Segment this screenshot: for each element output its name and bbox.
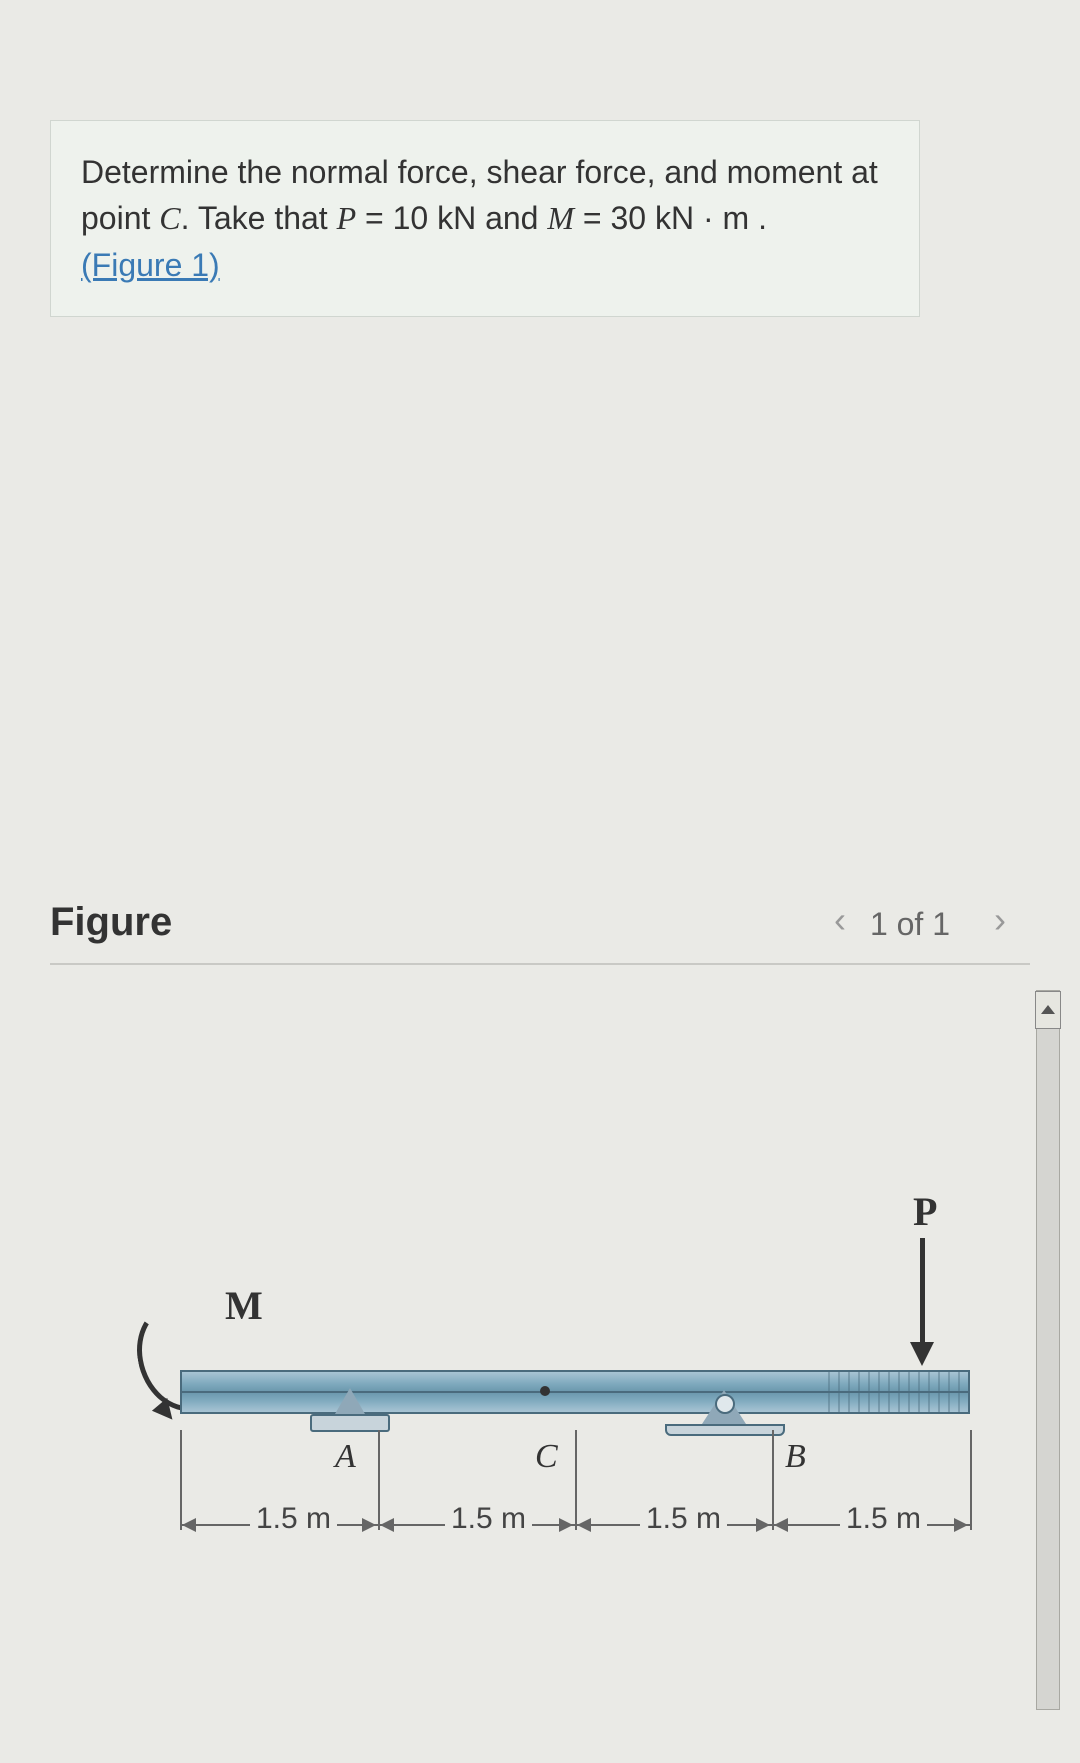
dim-arrow-left-icon	[380, 1518, 394, 1532]
dim-tick	[772, 1430, 774, 1530]
dim-tick	[180, 1430, 182, 1530]
dim-tick	[970, 1430, 972, 1530]
dim-arrow-right-icon	[559, 1518, 573, 1532]
moment-label: M	[225, 1282, 263, 1329]
dim-arrow-left-icon	[774, 1518, 788, 1532]
problem-point: C	[159, 200, 180, 236]
problem-text-2: . Take that	[181, 200, 337, 236]
roller-pin-icon	[715, 1394, 735, 1414]
label-c: C	[535, 1438, 558, 1476]
point-c-dot	[540, 1386, 550, 1396]
problem-var-m: M	[547, 200, 574, 236]
dim-arrow-left-icon	[577, 1518, 591, 1532]
dim-tick	[575, 1430, 577, 1530]
dim-label: 1.5 m	[250, 1502, 337, 1536]
dim-label: 1.5 m	[840, 1502, 927, 1536]
label-b: B	[785, 1438, 806, 1476]
problem-var-p: P	[337, 200, 357, 236]
force-arrow-line	[920, 1238, 925, 1348]
dim-arrow-right-icon	[954, 1518, 968, 1532]
problem-statement: Determine the normal force, shear force,…	[50, 120, 920, 317]
dim-arrow-right-icon	[362, 1518, 376, 1532]
figure-prev-button[interactable]: ‹	[820, 900, 860, 940]
force-label: P	[913, 1188, 937, 1235]
figure-next-button[interactable]: ›	[980, 900, 1020, 940]
dim-label: 1.5 m	[445, 1502, 532, 1536]
pin-support-icon	[335, 1388, 365, 1414]
scrollbar-track[interactable]	[1036, 990, 1060, 1710]
label-a: A	[335, 1438, 356, 1476]
force-arrowhead-icon	[910, 1342, 934, 1366]
dim-arrow-right-icon	[756, 1518, 770, 1532]
figure-count: 1 of 1	[870, 906, 950, 943]
dim-label: 1.5 m	[640, 1502, 727, 1536]
figure-header: Figure ‹ 1 of 1 ›	[50, 900, 1030, 965]
figure-link[interactable]: (Figure 1)	[81, 247, 220, 283]
problem-eq-p: = 10 kN	[356, 200, 476, 236]
figure-title: Figure	[50, 900, 172, 945]
dim-tick	[378, 1430, 380, 1530]
scroll-up-icon	[1041, 1005, 1055, 1014]
roller-support-base	[665, 1424, 785, 1436]
dim-arrow-left-icon	[182, 1518, 196, 1532]
problem-and: and	[476, 200, 547, 236]
beam-diagram: M P A C B 1.5 m1.5 m1.5 m1.5 m	[120, 1260, 990, 1680]
scrollbar-thumb[interactable]	[1035, 991, 1061, 1029]
beam-hatch-icon	[820, 1372, 968, 1412]
problem-eq-m: = 30 kN · m .	[574, 200, 767, 236]
